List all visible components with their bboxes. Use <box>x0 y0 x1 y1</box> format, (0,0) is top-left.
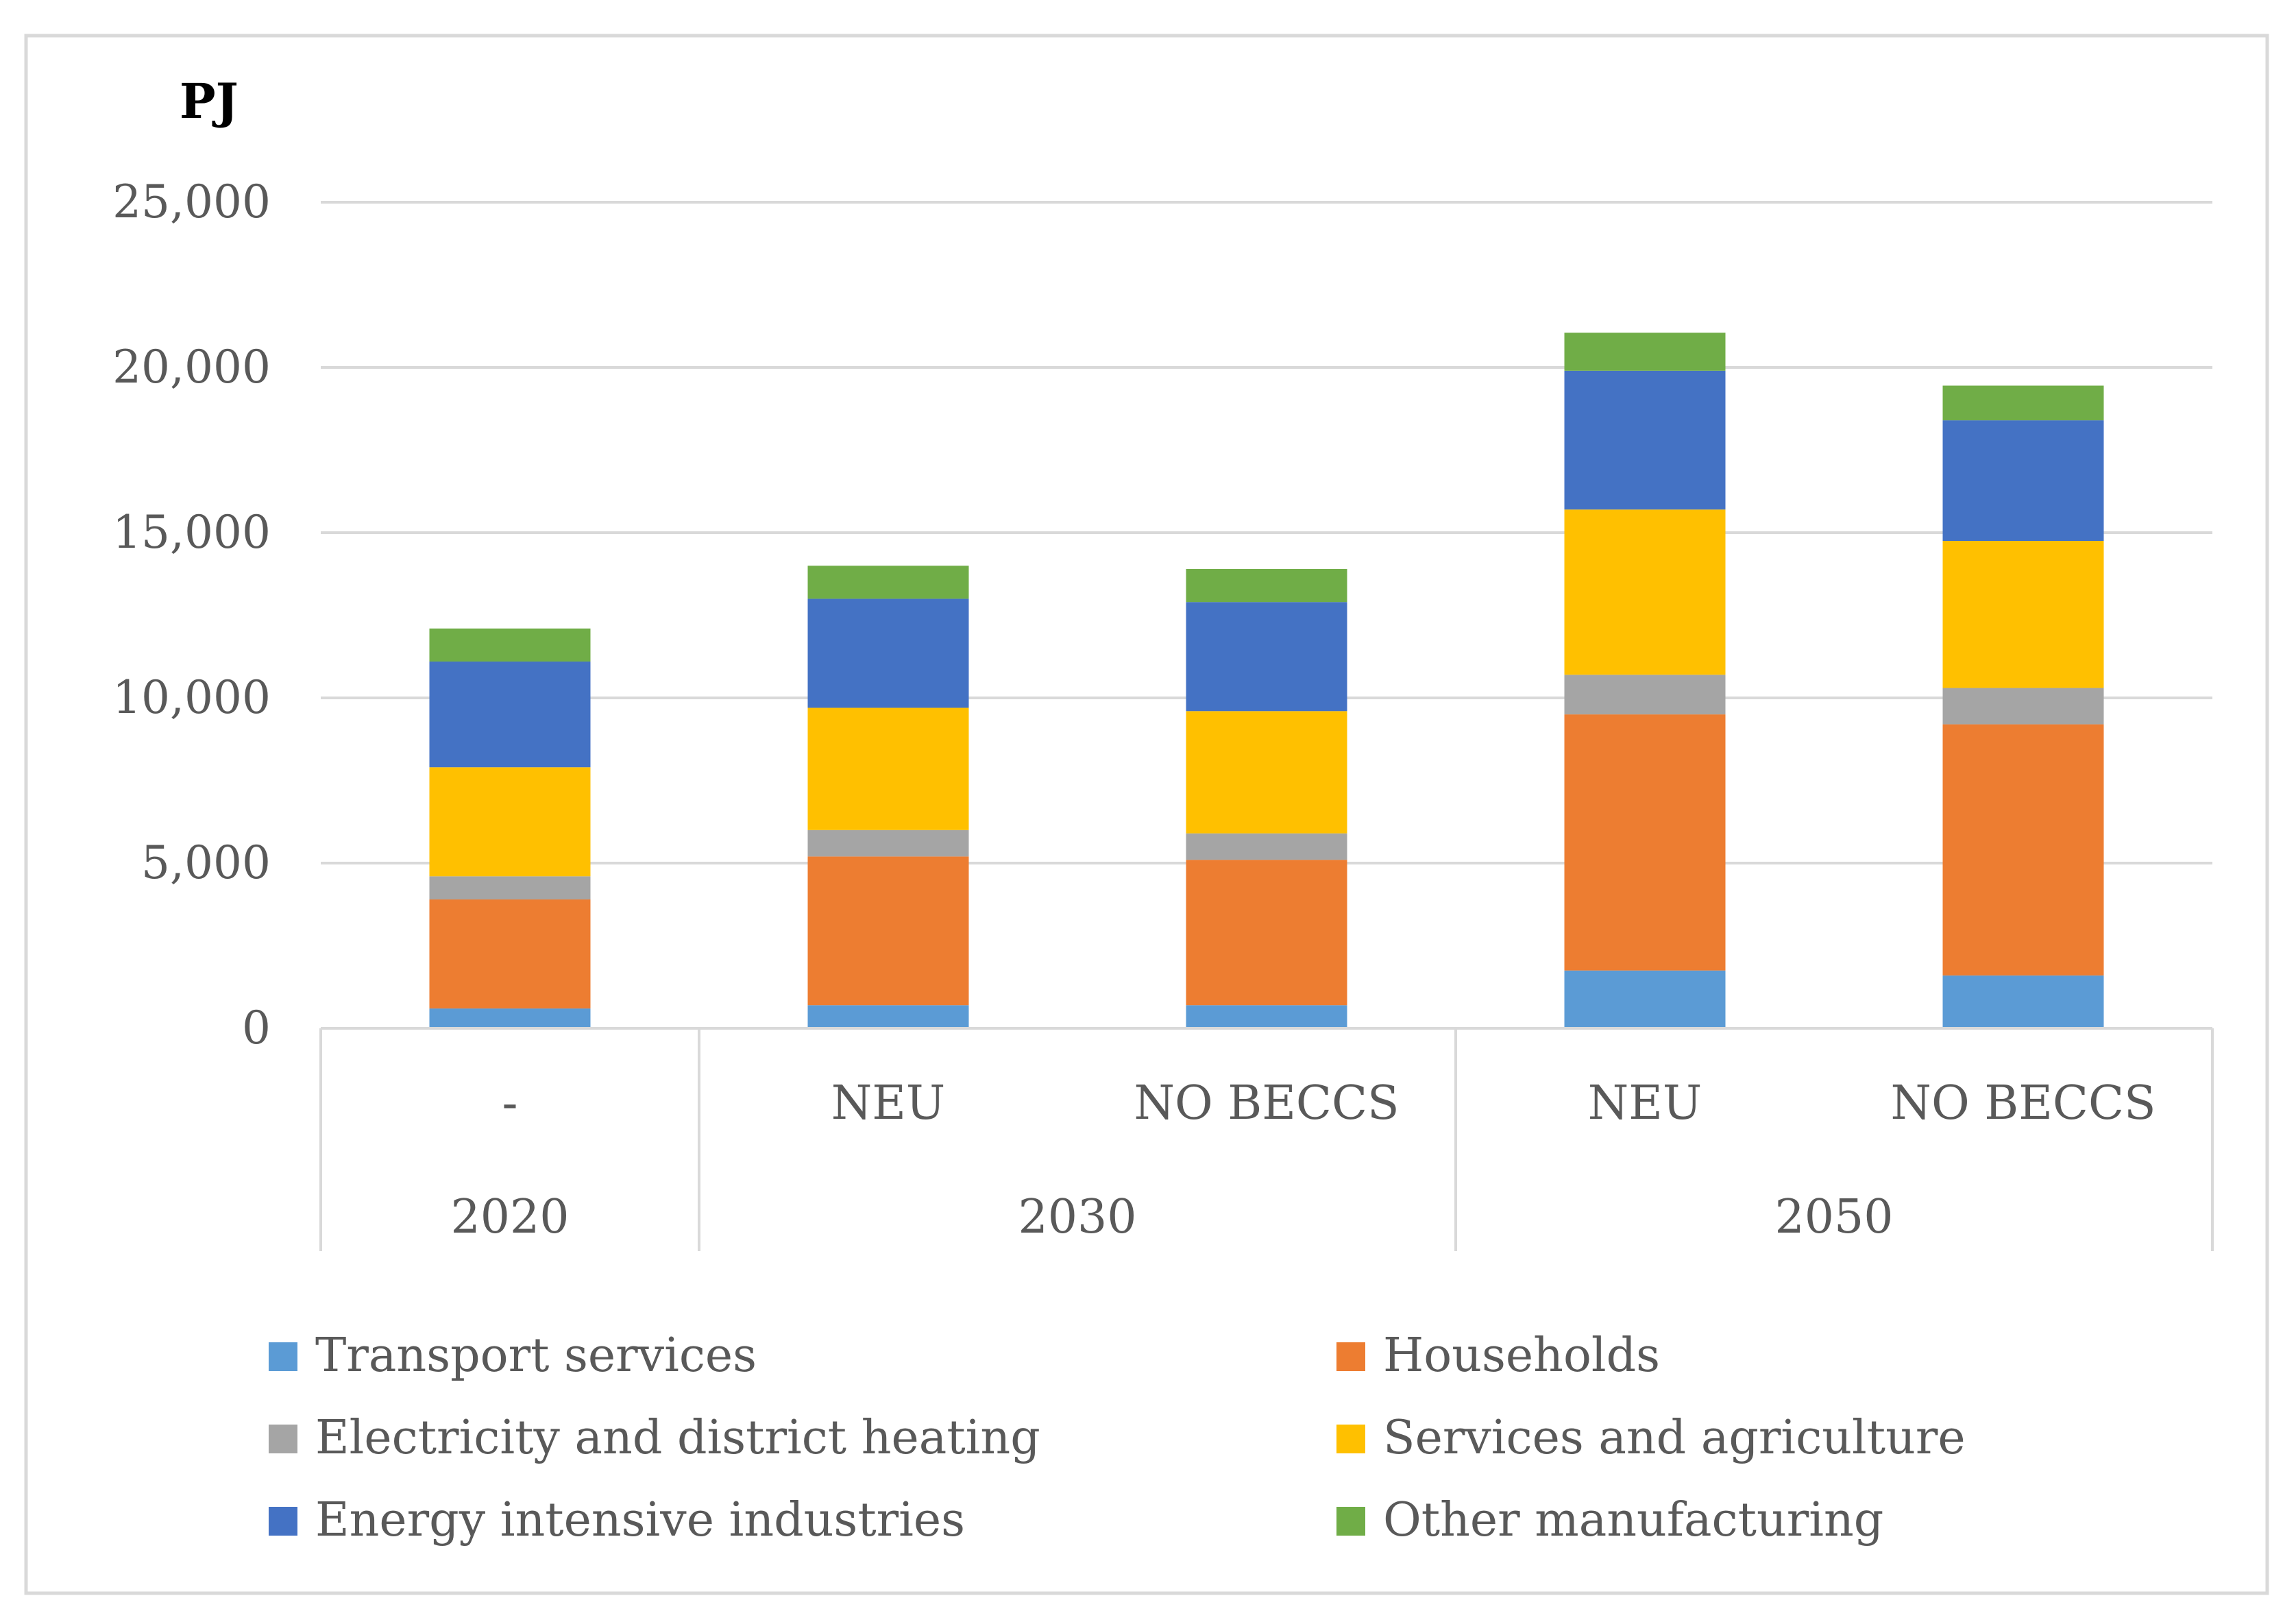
y-tick-label: 5,000 <box>141 836 271 889</box>
bar-segment <box>807 856 969 1006</box>
bar-segment <box>1942 385 2104 421</box>
bar-segment <box>429 876 591 900</box>
x-group-label: 2020 <box>450 1190 569 1244</box>
bar-segment <box>1942 688 2104 725</box>
legend-swatch <box>1336 1507 1365 1536</box>
x-category-label: NO BECCS <box>1890 1076 2155 1130</box>
bar-segment <box>1186 860 1347 1006</box>
bar-segment <box>1186 833 1347 860</box>
x-axis: - NEU NO BECCS NEU NO BECCS 2020 2030 2050 <box>319 1027 2214 1251</box>
bar-segment <box>429 899 591 1009</box>
bar-segment <box>1942 420 2104 542</box>
legend-label: Households <box>1383 1329 1660 1383</box>
bar-segment <box>807 830 969 857</box>
legend-swatch <box>1336 1425 1365 1453</box>
x-category-label: - <box>502 1076 518 1130</box>
y-tick-label: 10,000 <box>112 671 271 724</box>
bar-segment <box>429 661 591 768</box>
x-group-label: 2050 <box>1774 1190 1893 1244</box>
chart-frame <box>24 34 2269 1595</box>
x-category-label: NEU <box>1588 1076 1702 1130</box>
y-tick-label: 20,000 <box>112 341 271 394</box>
bar-segment <box>429 767 591 877</box>
bar-segment <box>1564 970 1726 1028</box>
y-tick-label: 15,000 <box>112 506 271 559</box>
y-axis-unit-label: PJ <box>180 73 239 130</box>
bar-segment <box>1942 541 2104 688</box>
bar-segment <box>1564 714 1726 971</box>
bar-segment <box>1942 975 2104 1028</box>
legend-swatch <box>1336 1342 1365 1371</box>
bar-segment <box>1186 602 1347 712</box>
x-category-label: NEU <box>831 1076 945 1130</box>
y-tick-label: 0 <box>242 1002 271 1054</box>
y-axis-ticks: 0 5,000 10,000 15,000 20,000 25,000 <box>112 175 271 1054</box>
bar-segment <box>1564 370 1726 510</box>
x-category-label: NO BECCS <box>1134 1076 1399 1130</box>
bar-segment <box>1564 675 1726 715</box>
bars <box>429 332 2104 1028</box>
legend-label: Services and agriculture <box>1383 1411 1966 1465</box>
bar-segment <box>807 707 969 830</box>
bar-segment <box>1186 711 1347 834</box>
bar-segment <box>429 628 591 662</box>
bar-segment <box>1564 332 1726 371</box>
bar-segment <box>1186 1005 1347 1028</box>
y-tick-label: 25,000 <box>112 175 271 228</box>
bar-segment <box>807 1005 969 1028</box>
legend-label: Transport services <box>315 1329 757 1383</box>
legend-swatch <box>269 1507 297 1536</box>
bar-segment <box>807 566 969 599</box>
bar-segment <box>1564 509 1726 675</box>
x-group-label: 2030 <box>1018 1190 1136 1244</box>
bar-segment <box>807 598 969 708</box>
legend-label: Energy intensive industries <box>315 1493 965 1547</box>
legend-swatch <box>269 1425 297 1453</box>
legend-swatch <box>269 1342 297 1371</box>
bar-segment <box>1186 569 1347 603</box>
bar-segment <box>1942 724 2104 976</box>
legend-label: Electricity and district heating <box>315 1411 1040 1465</box>
legend: Transport services Households Electricity … <box>269 1329 1966 1547</box>
legend-label: Other manufacturing <box>1383 1493 1883 1547</box>
bar-segment <box>429 1008 591 1028</box>
